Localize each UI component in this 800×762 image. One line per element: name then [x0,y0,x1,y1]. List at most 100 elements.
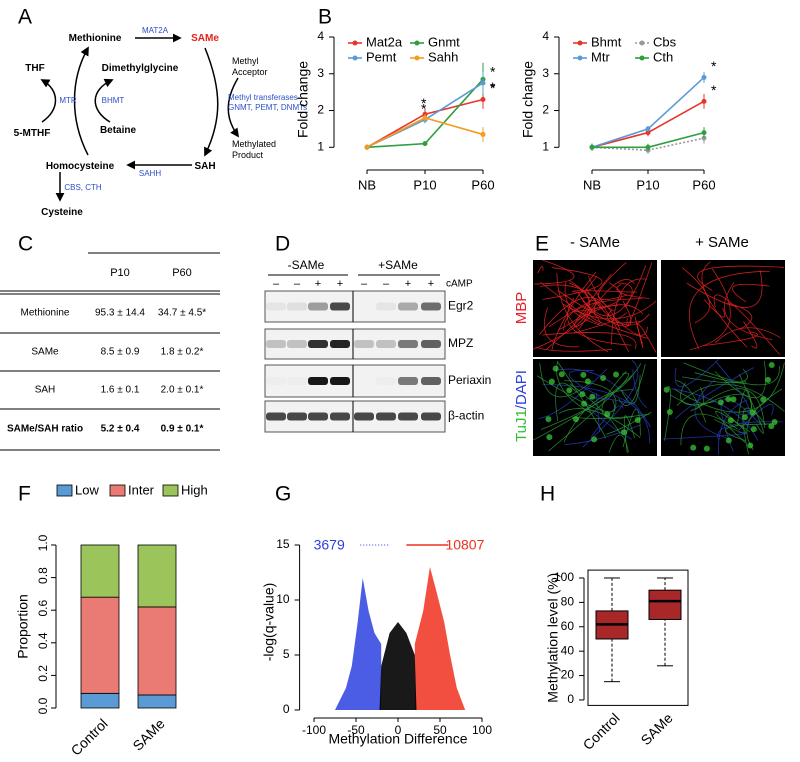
node-label: THF [25,63,44,74]
fiber [551,271,597,350]
legend-label: Pemt [366,49,397,64]
fiber [548,372,630,452]
bar-segment [137,694,177,709]
cell [771,419,778,426]
band [398,340,418,348]
cell [620,429,627,436]
band [421,302,441,311]
y-axis-label: Fold change [520,61,536,138]
fiber [715,410,751,443]
band [376,377,396,385]
legend-marker [639,55,645,61]
x-tick-label: SAMe [637,710,675,748]
fiber [572,290,637,293]
enzyme-label: MAT2A [142,26,169,35]
cell [604,411,611,418]
fiber [662,431,748,440]
fiber [582,359,639,448]
legend-label: Low [75,482,99,497]
legend-marker [414,55,420,61]
fiber [671,388,759,441]
x-tick-label: P10 [413,177,436,192]
cell [558,371,565,378]
band [354,340,374,348]
enzyme-line: Methyl transferases [228,93,298,102]
fiber [554,368,651,428]
fiber [689,270,770,350]
fiber [686,270,763,308]
band [287,412,307,421]
enzyme-label: BHMT [102,96,125,105]
point [701,130,707,136]
stain-label: TuJ1/DAPI [513,370,530,442]
arrow [73,46,89,156]
point [645,144,651,150]
treatment-label: cAMP [446,279,473,290]
table-cell: 95.3 ± 14.4 [95,308,145,319]
cell [725,396,732,403]
band [354,377,374,385]
node-line: SAMe [191,33,219,44]
point [480,97,486,102]
fiber [546,299,597,350]
band [266,412,286,421]
fiber [727,302,753,330]
band [308,302,328,311]
protein-label: Egr2 [448,299,474,313]
fiber [725,423,772,441]
fiber [623,415,636,454]
y-tick-label: 0.4 [36,632,50,649]
fiber [588,275,616,312]
enzyme-label: SAHH [139,169,161,178]
cell [566,387,573,394]
panel-label: E [535,233,549,256]
point [645,130,651,136]
cell [584,378,591,385]
fiber [558,408,641,439]
fiber [536,375,615,413]
node-label: Methyl Acceptor [232,56,268,77]
cell [581,400,588,407]
box [648,589,682,620]
band [376,340,396,348]
series-line [591,100,705,149]
fiber [564,380,617,421]
cell [580,371,587,378]
node-line: SAH [194,161,215,172]
cell [741,414,748,421]
bar-segment [80,544,120,598]
band [354,412,374,421]
diagram-arrows [40,33,240,202]
fiber [714,327,781,344]
fiber [533,363,642,441]
table-cell: 2.0 ± 0.1* [161,385,204,396]
table-header: P60 [172,267,192,279]
cell [548,378,555,385]
node-label: Dimethylglycine [102,63,179,74]
table-rules [0,252,220,451]
cell [749,409,756,416]
y-tick-label: 80 [561,595,575,609]
cell [690,444,697,451]
bar-segment [80,596,120,694]
fiber [664,386,671,441]
node-label: SAH [194,161,215,172]
condition-label: +SAMe [378,258,418,272]
stain-label: MBP [513,292,530,325]
point [422,115,428,121]
x-tick-label: P10 [636,177,659,192]
x-tick-label: P60 [692,177,715,192]
band [330,412,350,421]
legend-label: Mat2a [366,34,403,49]
enzyme-line: MTR [59,96,77,105]
cell [613,371,620,378]
fiber [637,323,657,353]
fiber [556,361,606,439]
fiber [596,392,601,432]
fiber [574,282,622,312]
y-tick-label: 1.0 [36,534,50,551]
x-tick-label: 50 [433,723,447,737]
fiber [713,294,780,355]
panel-label: H [540,483,555,506]
